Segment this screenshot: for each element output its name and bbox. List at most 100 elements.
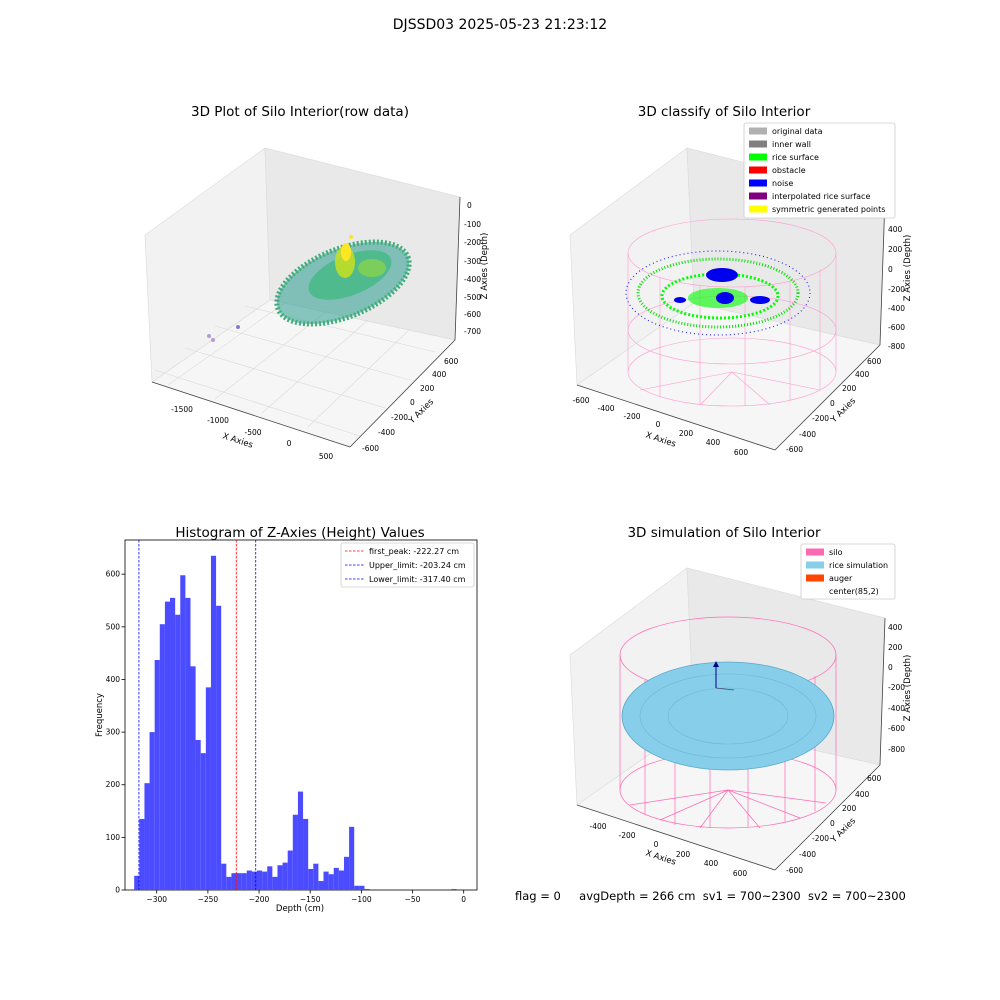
- plot2-title: 3D classify of Silo Interior: [638, 104, 811, 120]
- histogram-x-tick-label: −300: [146, 895, 167, 904]
- plot4-x-tick: -400: [589, 822, 606, 831]
- histogram-bar: [159, 624, 165, 890]
- plot4-rice-surface: [621, 661, 835, 771]
- histogram-x-tick-label: −250: [198, 895, 219, 904]
- legend-swatch: [806, 548, 824, 556]
- histogram-x-tick-label: −50: [405, 895, 421, 904]
- plot1-z-tick: -300: [464, 257, 481, 266]
- plot2-x-tick: 600: [734, 448, 749, 457]
- histogram-bar: [144, 783, 150, 890]
- histogram-bar: [282, 862, 288, 890]
- histogram-bar: [343, 856, 350, 890]
- legend-label: auger: [829, 574, 853, 583]
- histogram-plot: −300 −250 −200 −150 −100 −50 0 0 100 200 300 400 50…: [106, 539, 478, 904]
- legend-label: first_peak: -222.27 cm: [369, 547, 459, 556]
- plot4-z-tick: 200: [888, 643, 903, 652]
- plot2-x-tick: 400: [706, 438, 721, 447]
- histogram-bars: [134, 555, 457, 890]
- plot1-y-tick: -200: [391, 413, 408, 422]
- histogram-legend: first_peak: -222.27 cm Upper_limit: -203…: [340, 542, 475, 588]
- plot4-tick-labels: -400 -200 0 200 400 600 -600 -400 -200 0…: [589, 623, 905, 878]
- plot1-point-cloud: [207, 235, 412, 342]
- histogram-bar: [134, 875, 140, 890]
- histogram-bar: [308, 868, 314, 890]
- histogram-bar: [195, 740, 201, 890]
- histogram-y-tick-label: 400: [106, 675, 121, 684]
- histogram-bar: [451, 888, 457, 890]
- histogram-bar: [190, 666, 196, 890]
- histogram-bar: [139, 818, 145, 890]
- plot2-x-tick: -400: [597, 404, 614, 413]
- plot4-x-tick: -200: [618, 831, 635, 840]
- histogram-bar: [149, 732, 155, 890]
- plot1-y-tick: 200: [420, 384, 435, 393]
- histogram-y-tick-label: 300: [106, 728, 121, 737]
- legend-label: Upper_limit: -203.24 cm: [369, 561, 466, 570]
- plot2-x-tick: -600: [572, 396, 589, 405]
- plot4-title: 3D simulation of Silo Interior: [627, 525, 821, 541]
- plot1-x-tick: 500: [319, 452, 334, 461]
- plot4-y-tick: 200: [842, 804, 857, 813]
- histogram-bar: [323, 871, 329, 890]
- plot2-classified-points: [625, 250, 811, 336]
- plot2-z-tick: 0: [888, 265, 893, 274]
- legend-swatch: [806, 587, 824, 595]
- plot4-x-label: X Axies: [644, 848, 677, 867]
- legend-swatch: [749, 127, 767, 135]
- legend-label: silo: [829, 548, 843, 557]
- histogram-bar: [175, 614, 181, 890]
- histogram-y-tick-label: 0: [115, 886, 120, 895]
- histogram-bar: [246, 870, 252, 890]
- legend-swatch: [749, 179, 767, 187]
- plot4-z-tick: -600: [888, 724, 905, 733]
- plot4-y-tick: 0: [830, 819, 835, 828]
- plot4-legend: silo rice simulation auger center(85,2): [800, 543, 896, 600]
- plot2-z-tick: -800: [888, 342, 905, 351]
- histogram-bar: [333, 867, 339, 890]
- plot1-z-tick: -400: [464, 275, 481, 284]
- plot2-x-tick: 200: [679, 429, 694, 438]
- histogram-bar: [328, 874, 334, 890]
- histogram-bar: [154, 660, 160, 890]
- histogram-bar: [359, 885, 365, 890]
- flag-value: flag = 0: [515, 889, 561, 903]
- legend-label: rice surface: [772, 153, 819, 162]
- histogram-bar: [292, 814, 298, 890]
- histogram-bar: [287, 850, 293, 890]
- histogram-bar: [318, 881, 324, 890]
- plot2-x-tick: 0: [656, 420, 661, 429]
- plot4-z-tick: -200: [888, 683, 905, 692]
- plot4-x-tick: 400: [704, 859, 719, 868]
- legend-label: obstacle: [772, 166, 806, 175]
- histogram-x-tick-label: −200: [249, 895, 270, 904]
- histogram-bar: [180, 575, 186, 890]
- plot1-y-tick: -400: [378, 428, 395, 437]
- plot1-z-label: Z Axies (Depth): [480, 233, 490, 300]
- histogram-bar: [226, 876, 232, 890]
- legend-swatch: [749, 205, 767, 213]
- plot4-y-tick: -600: [786, 866, 803, 875]
- legend-swatch: [806, 574, 824, 582]
- plot4-z-tick: -800: [888, 745, 905, 754]
- histogram-bar: [262, 871, 268, 890]
- histogram-bar: [349, 826, 355, 890]
- legend-swatch: [749, 140, 767, 148]
- histogram-bar: [200, 753, 206, 890]
- legend-label: noise: [772, 179, 793, 188]
- histogram-y-tick-label: 600: [106, 570, 121, 579]
- plot2-y-tick: -400: [799, 430, 816, 439]
- plot1-z-tick: 0: [467, 201, 472, 210]
- histogram-bar: [257, 870, 263, 890]
- plot1-y-tick: 400: [432, 370, 447, 379]
- plot1-tick-labels: -1500 -1000 -500 0 500 -600 -400 -200 0 …: [171, 201, 481, 461]
- plot1-y-tick: -600: [362, 444, 379, 453]
- histogram-bar: [277, 865, 283, 890]
- histogram-bar: [354, 885, 360, 890]
- legend-swatch: [749, 166, 767, 174]
- histogram-x-tick-label: 0: [461, 895, 466, 904]
- legend-label: center(85,2): [829, 587, 879, 596]
- histogram-bar: [170, 597, 176, 890]
- histogram-bar: [216, 605, 222, 890]
- plot2-y-tick: 200: [842, 384, 857, 393]
- plot2-z-tick: -400: [888, 304, 905, 313]
